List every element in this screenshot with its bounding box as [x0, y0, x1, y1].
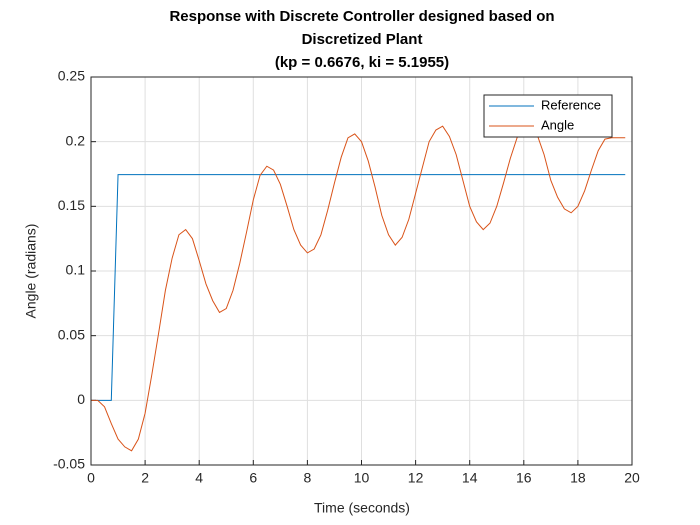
legend: Reference Angle [483, 94, 613, 138]
chart-title: Response with Discrete Controller design… [169, 8, 554, 25]
y-tick-label: 0.2 [66, 132, 86, 148]
y-tick-label: 0.05 [58, 326, 85, 342]
chart-title: (kp = 0.6676, ki = 5.1955) [275, 54, 449, 71]
axes-box [90, 76, 633, 466]
x-tick-label: 2 [141, 470, 149, 486]
x-tick-label: 12 [408, 470, 424, 486]
y-tick-label: -0.05 [53, 456, 85, 472]
x-tick-label: 16 [516, 470, 532, 486]
y-tick-label: 0.15 [58, 197, 85, 213]
x-axis-label: Time (seconds) [314, 500, 410, 516]
y-axis-label: Angle (radians) [23, 224, 39, 319]
chart-title: Discretized Plant [302, 31, 423, 48]
legend-box [483, 94, 613, 138]
x-tick-label: 10 [354, 470, 370, 486]
x-tick-label: 14 [462, 470, 478, 486]
y-tick-label: 0 [77, 391, 85, 407]
x-tick-label: 20 [624, 470, 640, 486]
legend-label: Reference [541, 97, 601, 112]
legend-label: Angle [541, 117, 574, 132]
x-tick-label: 4 [195, 470, 203, 486]
y-tick-label: 0.25 [58, 68, 85, 84]
x-tick-label: 0 [87, 470, 95, 486]
x-tick-label: 8 [304, 470, 312, 486]
x-tick-label: 18 [570, 470, 586, 486]
y-tick-label: 0.1 [66, 262, 86, 278]
x-tick-label: 6 [249, 470, 257, 486]
